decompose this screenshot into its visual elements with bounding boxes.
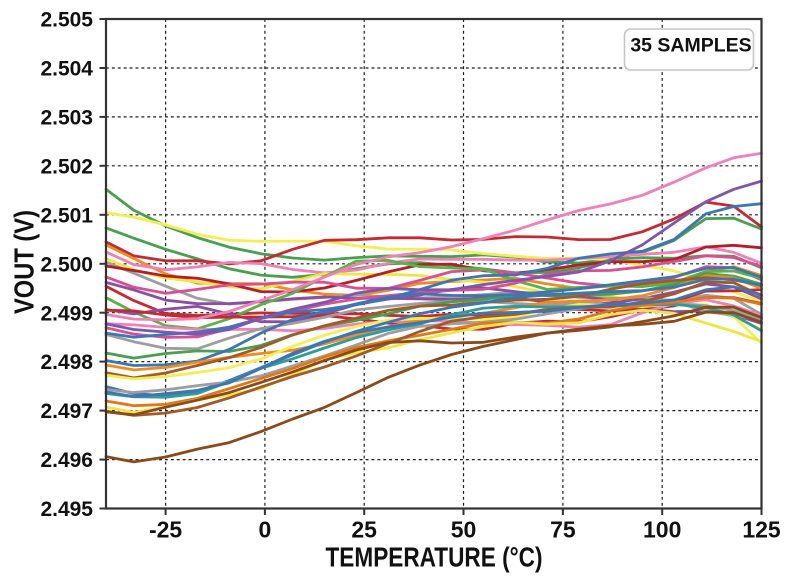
svg-text:2.498: 2.498 (40, 351, 93, 374)
svg-text:TEMPERATURE (°C): TEMPERATURE (°C) (326, 542, 543, 573)
svg-text:2.504: 2.504 (40, 58, 93, 81)
svg-text:2.497: 2.497 (40, 400, 93, 423)
svg-text:25: 25 (351, 517, 377, 543)
svg-text:VOUT (V): VOUT (V) (9, 210, 40, 314)
svg-text:2.501: 2.501 (40, 204, 93, 227)
svg-text:2.503: 2.503 (40, 107, 93, 130)
svg-text:2.495: 2.495 (40, 498, 93, 521)
svg-text:125: 125 (742, 517, 781, 543)
svg-text:0: 0 (259, 517, 272, 543)
svg-text:35 SAMPLES: 35 SAMPLES (630, 34, 751, 56)
svg-text:2.496: 2.496 (40, 449, 93, 472)
svg-text:2.505: 2.505 (40, 9, 93, 32)
svg-text:100: 100 (643, 517, 681, 543)
svg-text:50: 50 (451, 517, 477, 543)
svg-text:2.499: 2.499 (40, 302, 93, 325)
svg-text:2.500: 2.500 (40, 253, 93, 276)
svg-text:2.502: 2.502 (40, 155, 93, 178)
svg-text:-25: -25 (149, 517, 182, 543)
svg-text:75: 75 (550, 517, 576, 543)
